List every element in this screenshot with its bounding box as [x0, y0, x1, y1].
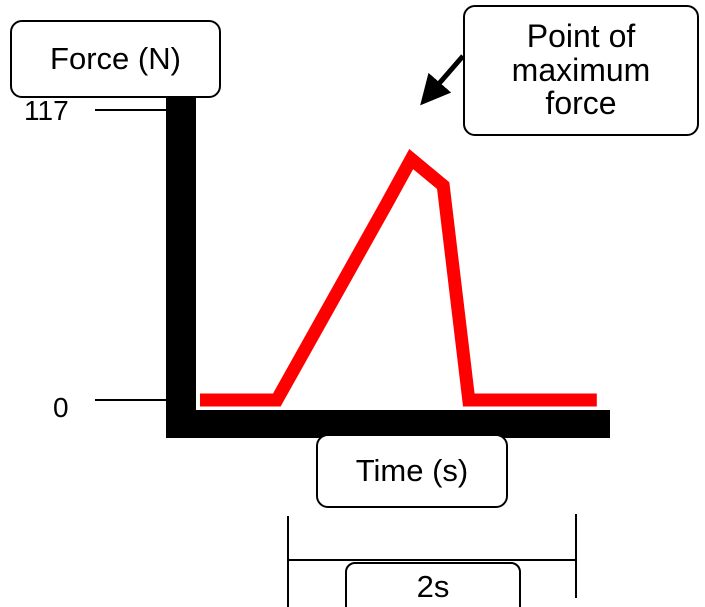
annotations: [287, 54, 577, 607]
y-axis: [166, 85, 196, 438]
duration-label: 2s: [345, 562, 521, 607]
series-line-0: [200, 149, 597, 407]
y-axis-label: Force (N): [10, 20, 221, 98]
series-group: [199, 149, 597, 407]
y-tick-label-0: 0: [53, 392, 69, 423]
y-tick-label-117: 117: [24, 95, 69, 126]
peak-arrow: [420, 54, 465, 106]
peak-annotation: Point of maximum force: [463, 5, 699, 136]
axes: [166, 85, 610, 438]
x-axis: [166, 410, 610, 438]
x-axis-label: Time (s): [316, 434, 508, 508]
y-ticks: [95, 109, 166, 401]
